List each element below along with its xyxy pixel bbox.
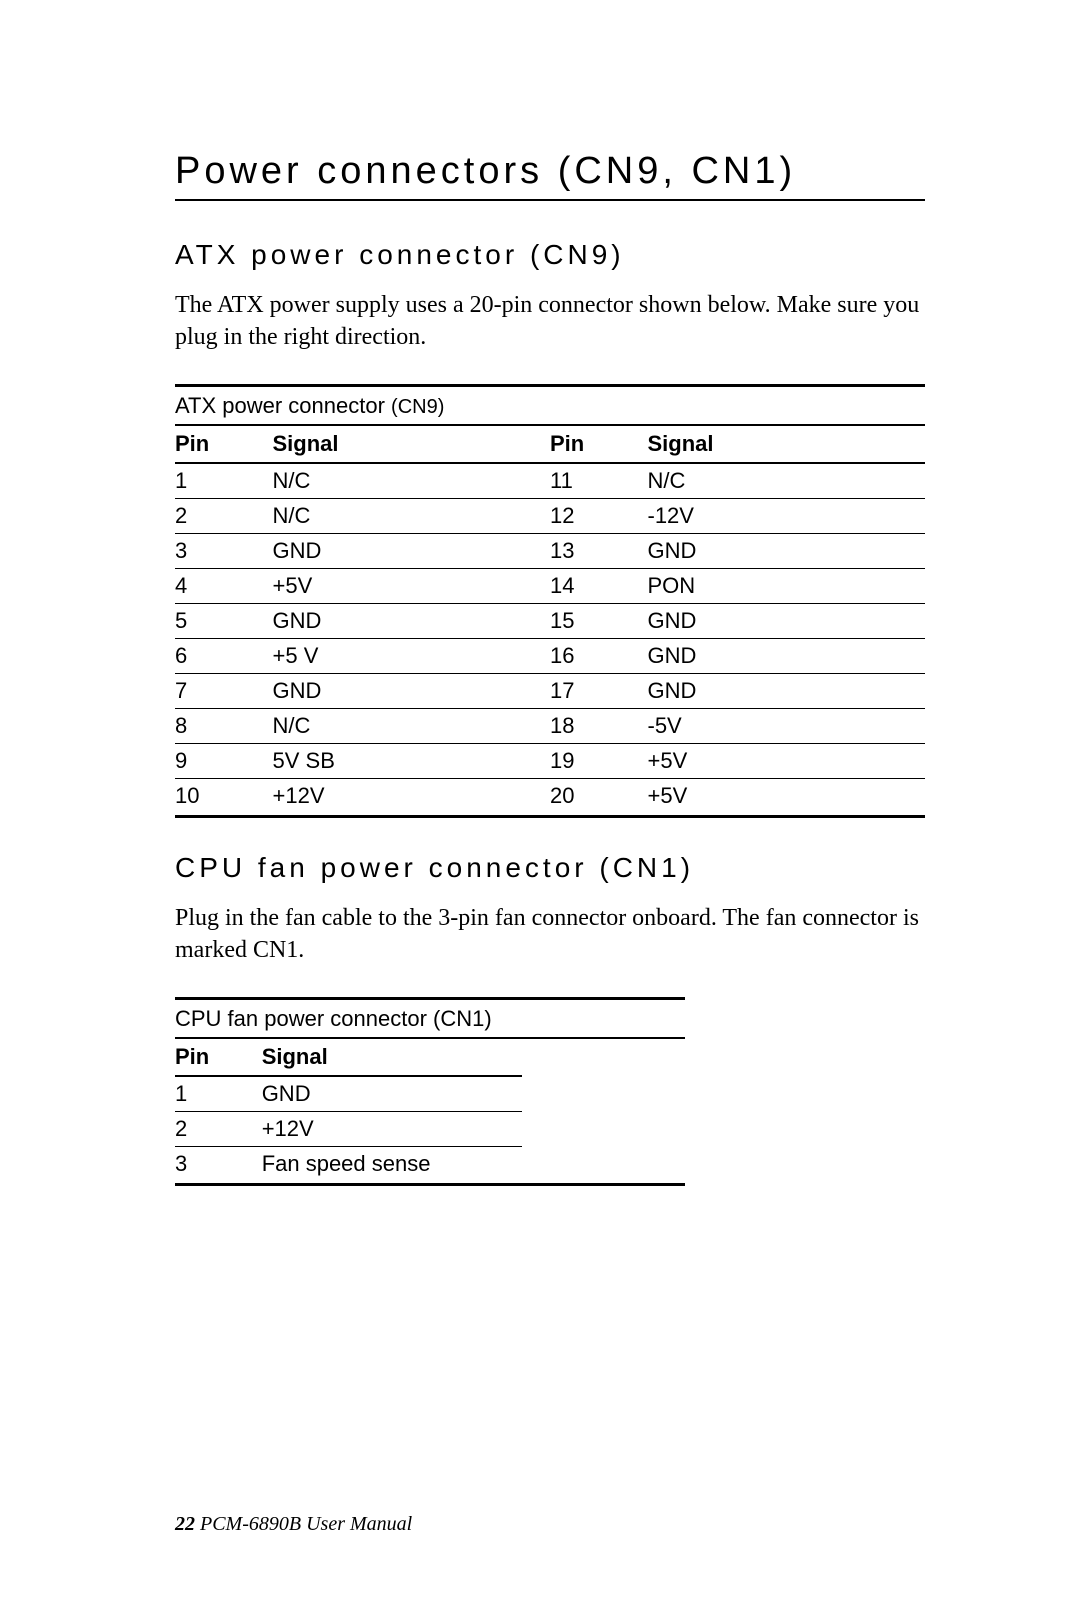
signal-cell: GND [262, 1076, 522, 1112]
pin-cell: 3 [175, 1146, 262, 1183]
col-header-pin: Pin [175, 426, 273, 463]
table-row: 2N/C12-12V [175, 498, 925, 533]
page-footer: 22 PCM-6890B User Manual [175, 1513, 412, 1536]
col-header-pin: Pin [175, 1039, 262, 1076]
signal-cell: N/C [648, 463, 926, 499]
signal-cell: +12V [273, 778, 551, 815]
pin-cell: 5 [175, 603, 273, 638]
atx-table-caption: ATX power connector (CN9) [175, 387, 925, 426]
pin-cell: 20 [550, 778, 648, 815]
table-row: 95V SB19+5V [175, 743, 925, 778]
signal-cell: GND [648, 638, 926, 673]
signal-cell: GND [273, 673, 551, 708]
signal-cell: GND [648, 603, 926, 638]
pin-cell: 2 [175, 1111, 262, 1146]
pin-cell: 12 [550, 498, 648, 533]
signal-cell: GND [648, 533, 926, 568]
signal-cell: 5V SB [273, 743, 551, 778]
signal-cell: +5V [648, 743, 926, 778]
signal-cell: +5V [273, 568, 551, 603]
table-header-row: Pin Signal [175, 1039, 522, 1076]
pin-cell: 1 [175, 463, 273, 499]
pin-cell: 13 [550, 533, 648, 568]
table-row: 2+12V [175, 1111, 522, 1146]
pin-cell: 1 [175, 1076, 262, 1112]
pin-cell: 6 [175, 638, 273, 673]
table-row: 7GND17GND [175, 673, 925, 708]
signal-cell: PON [648, 568, 926, 603]
pin-cell: 18 [550, 708, 648, 743]
table-row: 1N/C11N/C [175, 463, 925, 499]
section1-body: The ATX power supply uses a 20-pin conne… [175, 289, 925, 354]
col-header-signal: Signal [648, 426, 926, 463]
atx-caption-suffix: (CN9) [391, 396, 444, 418]
cpu-table-caption: CPU fan power connector (CN1) [175, 1000, 685, 1039]
signal-cell: -5V [648, 708, 926, 743]
pin-cell: 11 [550, 463, 648, 499]
signal-cell: N/C [273, 498, 551, 533]
col-header-signal: Signal [262, 1039, 522, 1076]
signal-cell: N/C [273, 463, 551, 499]
pin-cell: 7 [175, 673, 273, 708]
signal-cell: +12V [262, 1111, 522, 1146]
cpu-pinout-table: Pin Signal 1GND2+12V3Fan speed sense [175, 1039, 522, 1183]
section1-heading: ATX power connector (CN9) [175, 239, 925, 271]
table-header-row: Pin Signal Pin Signal [175, 426, 925, 463]
pin-cell: 14 [550, 568, 648, 603]
page-number: 22 [175, 1513, 195, 1535]
signal-cell: GND [273, 603, 551, 638]
table-row: 5GND15GND [175, 603, 925, 638]
pin-cell: 19 [550, 743, 648, 778]
col-header-pin: Pin [550, 426, 648, 463]
doc-title-footer-text: PCM-6890B User Manual [200, 1513, 412, 1535]
table-row: 3GND13GND [175, 533, 925, 568]
signal-cell: GND [273, 533, 551, 568]
pin-cell: 8 [175, 708, 273, 743]
pin-cell: 15 [550, 603, 648, 638]
table-row: 4+5V14PON [175, 568, 925, 603]
main-heading: Power connectors (CN9, CN1) [175, 150, 925, 201]
pin-cell: 16 [550, 638, 648, 673]
pin-cell: 17 [550, 673, 648, 708]
pin-cell: 3 [175, 533, 273, 568]
pin-cell: 2 [175, 498, 273, 533]
cpu-table-wrap: CPU fan power connector (CN1) Pin Signal… [175, 997, 685, 1186]
table-row: 3Fan speed sense [175, 1146, 522, 1183]
pin-cell: 10 [175, 778, 273, 815]
atx-table-wrap: ATX power connector (CN9) Pin Signal Pin… [175, 384, 925, 818]
pin-cell: 9 [175, 743, 273, 778]
signal-cell: Fan speed sense [262, 1146, 522, 1183]
atx-caption-main: ATX power connector [175, 393, 391, 418]
section2-body: Plug in the fan cable to the 3-pin fan c… [175, 902, 925, 967]
signal-cell: N/C [273, 708, 551, 743]
pin-cell: 4 [175, 568, 273, 603]
table-row: 10+12V20+5V [175, 778, 925, 815]
signal-cell: GND [648, 673, 926, 708]
col-header-signal: Signal [273, 426, 551, 463]
signal-cell: +5V [648, 778, 926, 815]
signal-cell: +5 V [273, 638, 551, 673]
section2-heading: CPU fan power connector (CN1) [175, 852, 925, 884]
signal-cell: -12V [648, 498, 926, 533]
table-row: 8N/C18-5V [175, 708, 925, 743]
table-row: 1GND [175, 1076, 522, 1112]
table-row: 6+5 V16GND [175, 638, 925, 673]
atx-pinout-table: Pin Signal Pin Signal 1N/C11N/C2N/C12-12… [175, 426, 925, 815]
